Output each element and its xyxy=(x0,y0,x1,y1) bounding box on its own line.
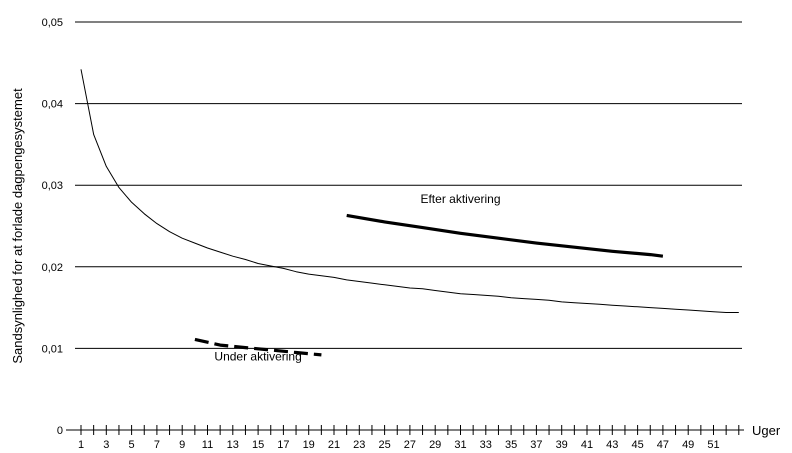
x-tick-label: 13 xyxy=(227,439,239,451)
x-tick-label: 27 xyxy=(404,439,416,451)
x-tick-label: 1 xyxy=(78,439,84,451)
x-axis xyxy=(66,425,744,435)
x-tick-label: 3 xyxy=(103,439,109,451)
x-tick-label: 39 xyxy=(556,439,568,451)
x-tick-label: 35 xyxy=(505,439,517,451)
series-line-efter-aktivering xyxy=(346,213,664,258)
annotation-label: Efter aktivering xyxy=(420,192,500,206)
x-tick-label: 51 xyxy=(707,439,719,451)
y-tick-label: 0 xyxy=(57,425,63,437)
x-tick-label: 47 xyxy=(657,439,669,451)
y-tick-label: 0,04 xyxy=(42,99,63,111)
x-tick-label: 21 xyxy=(328,439,340,451)
series-lines xyxy=(80,69,739,357)
x-tick-label: 7 xyxy=(154,439,160,451)
x-tick-label: 43 xyxy=(606,439,618,451)
annotation-label: Under aktivering xyxy=(214,350,301,364)
x-tick-label: 45 xyxy=(631,439,643,451)
x-tick-labels: 1 3 5 7 9 11 13 15 17 19 21 23 25 27 29 31 33 35 37 39 41 43 4… xyxy=(78,439,720,451)
y-tick-label: 0,03 xyxy=(42,180,63,192)
x-tick-label: 15 xyxy=(252,439,264,451)
x-tick-label: 5 xyxy=(129,439,135,451)
y-tick-label: 0,01 xyxy=(42,343,63,355)
x-tick-label: 11 xyxy=(202,439,213,451)
annotations: Efter aktivering Under aktivering xyxy=(214,192,500,363)
series-line-under-aktivering xyxy=(194,337,322,357)
x-tick-label: 33 xyxy=(480,439,492,451)
y-tick-labels: 0 0,01 0,02 0,03 0,04 0,05 xyxy=(42,17,63,437)
x-tick-label: 41 xyxy=(581,439,593,451)
x-tick-label: 17 xyxy=(277,439,289,451)
y-tick-label: 0,02 xyxy=(42,262,63,274)
x-tick-label: 37 xyxy=(530,439,542,451)
x-axis-unit-label: Uger xyxy=(752,423,781,438)
y-tick-label: 0,05 xyxy=(42,17,63,29)
x-tick-label: 25 xyxy=(378,439,390,451)
y-axis-title: Sandsynlighed for at forlade dagpengesys… xyxy=(10,88,25,364)
x-tick-label: 29 xyxy=(429,439,441,451)
x-tick-label: 31 xyxy=(454,439,466,451)
x-tick-label: 9 xyxy=(179,439,185,451)
x-tick-label: 19 xyxy=(303,439,315,451)
series-line-total xyxy=(80,69,739,313)
x-tick-label: 49 xyxy=(682,439,694,451)
grid-lines xyxy=(75,21,742,349)
x-tick-label: 23 xyxy=(353,439,365,451)
